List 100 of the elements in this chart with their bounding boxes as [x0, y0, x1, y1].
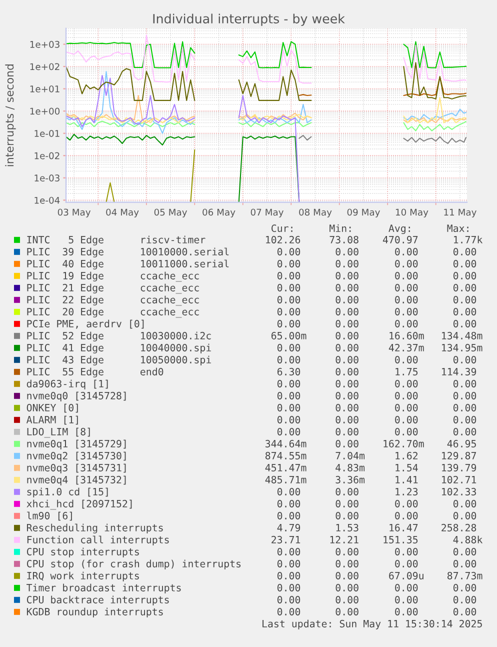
- x-tick-label: 04 May: [106, 208, 139, 218]
- text: 4.88k: [453, 536, 483, 544]
- legend-label: IRQ work interrupts: [27, 572, 139, 582]
- legend-label: ALARM [1]: [26, 416, 78, 425]
- text: Last update: Sun May 11 15:30:14 2025: [262, 620, 482, 630]
- y-tick-label: 1e-03: [34, 174, 60, 182]
- text: 0.00: [277, 584, 300, 592]
- text: 16.47: [390, 524, 418, 532]
- text: 0.00: [277, 356, 300, 364]
- text: Min:: [330, 224, 351, 232]
- text: 0.00: [453, 380, 476, 388]
- legend-label: da9063-irq [1]: [26, 380, 108, 390]
- y-tick-label: 1e-02: [34, 152, 60, 160]
- x-tick-label: 03 May: [58, 208, 91, 218]
- y-tick-label: 1e+01: [30, 85, 60, 92]
- text: 0.00: [336, 332, 358, 340]
- text: 4.83m: [336, 464, 365, 472]
- legend-label: CPU backtrace interrupts: [26, 596, 169, 606]
- text: 0.00: [277, 344, 300, 352]
- text: 0.00: [395, 548, 418, 556]
- text: 0.00: [277, 572, 300, 580]
- legend-label: PLIC 55 Edge end0: [27, 368, 164, 378]
- text: 1.41: [396, 476, 418, 484]
- x-tick-label: 05 May: [154, 208, 188, 218]
- text: 0.00: [336, 368, 358, 376]
- text: 46.95: [447, 440, 476, 448]
- legend-label: nvme0q0 [3145728]: [27, 392, 126, 402]
- text: 0.00: [277, 560, 300, 568]
- text: Avg:: [388, 224, 410, 234]
- text: 0.00: [453, 284, 476, 292]
- legend-label: PLIC 43 Edge 10050000.spi: [27, 356, 211, 366]
- text: 0.00: [336, 296, 358, 304]
- text: 0.00: [336, 584, 358, 592]
- legend-label: spi1.0 cd [15]: [27, 488, 108, 498]
- legend-label: PCIe PME, aerdrv [0]: [27, 320, 144, 329]
- text: 0.00: [453, 416, 476, 424]
- text: 0.00: [395, 356, 418, 364]
- x-tick-label: 11 May: [444, 208, 476, 218]
- legend-label: ONKEY [0]: [26, 404, 78, 413]
- text: 0.00: [277, 548, 300, 556]
- text: 0.00: [277, 416, 300, 424]
- text: 0.00: [395, 296, 418, 304]
- text: 0.00: [453, 248, 476, 256]
- text: 0.00: [277, 512, 300, 520]
- text: 87.73m: [447, 572, 482, 580]
- text: 42.37m: [388, 344, 424, 352]
- text: 67.09u: [389, 572, 424, 580]
- text: 0.00: [453, 428, 476, 436]
- legend-label: lm90 [6]: [27, 512, 72, 521]
- text: 12.21: [330, 536, 358, 544]
- text: 0.00: [277, 404, 300, 412]
- x-tick-label: 10 May: [396, 208, 428, 218]
- text: 451.47m: [265, 464, 306, 472]
- text: 0.00: [336, 548, 358, 556]
- text: 0.00: [395, 272, 418, 280]
- text: 0.00: [395, 500, 418, 508]
- text: 4.79: [277, 524, 300, 532]
- text: 0.00: [453, 392, 476, 400]
- text: 0.00: [395, 560, 418, 568]
- text: 1.75: [396, 368, 418, 376]
- text: 0.00: [336, 260, 358, 268]
- text: 0.00: [277, 296, 300, 304]
- text: 0.00: [453, 608, 476, 616]
- text: 0.00: [336, 392, 358, 400]
- text: 0.00: [336, 308, 358, 316]
- text: 0.00: [395, 416, 418, 424]
- text: 0.00: [277, 272, 300, 280]
- text: 0.00: [277, 308, 300, 316]
- text: 344.64m: [266, 440, 306, 448]
- legend-label: PLIC 40 Edge 10011000.serial: [27, 260, 229, 270]
- text: 0.00: [453, 560, 476, 568]
- text: 1.53: [336, 524, 358, 532]
- text: 0.00: [453, 296, 476, 304]
- text: 0.00: [277, 248, 300, 256]
- text: 0.00: [336, 380, 358, 388]
- text: 0.00: [336, 404, 358, 412]
- text: 151.35: [384, 536, 418, 544]
- text: 0.00: [336, 284, 358, 292]
- legend-label: nvme0q4 [3145732]: [27, 476, 126, 486]
- text: 0.00: [336, 512, 358, 520]
- text: 0.00: [336, 248, 358, 256]
- text: 0.00: [395, 608, 418, 616]
- text: 0.00: [395, 260, 418, 268]
- text: 0.00: [336, 488, 358, 496]
- legend-label: PLIC 39 Edge 10010000.serial: [27, 248, 229, 258]
- text: 0.00: [395, 320, 418, 328]
- text: 162.70m: [384, 440, 424, 448]
- text: 0.00: [336, 608, 358, 616]
- text: 0.00: [336, 440, 358, 448]
- text: 0.00: [336, 320, 358, 328]
- text: 0.00: [277, 428, 300, 436]
- x-tick-label: 09 May: [347, 208, 380, 218]
- text: 139.79: [442, 464, 476, 472]
- text: 0.00: [453, 260, 476, 268]
- text: 1.54: [396, 464, 418, 472]
- text: 0.00: [453, 500, 476, 508]
- text: 0.00: [277, 500, 300, 508]
- text: 0.00: [453, 548, 476, 556]
- text: 0.00: [395, 284, 418, 292]
- text: 1.23: [396, 488, 418, 496]
